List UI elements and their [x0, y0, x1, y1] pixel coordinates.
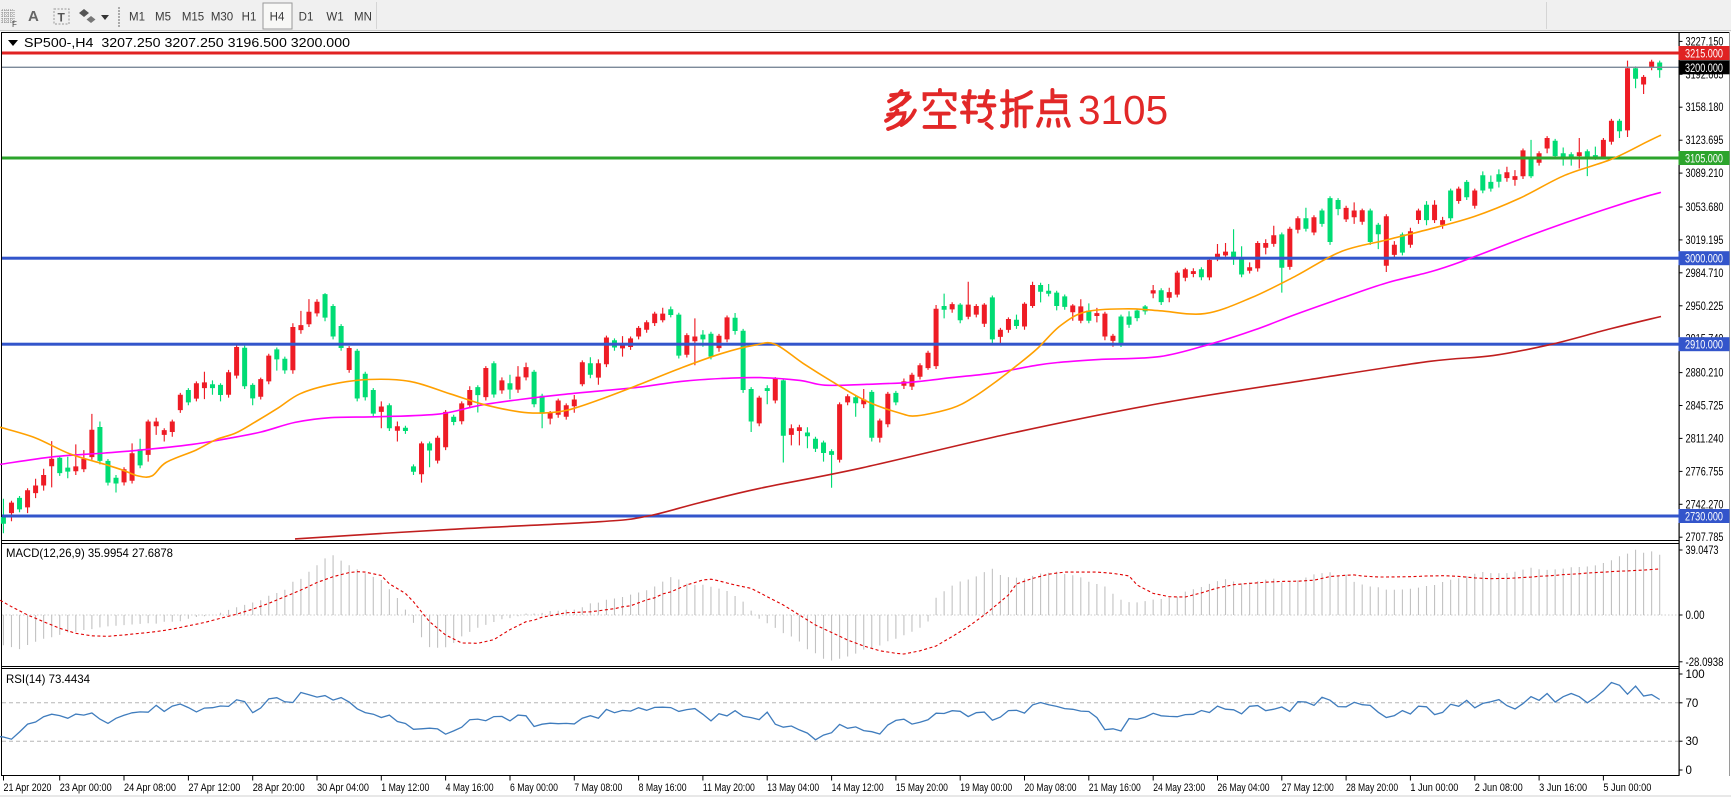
svg-text:11 May 20:00: 11 May 20:00	[703, 782, 755, 794]
svg-text:3200.000: 3200.000	[1685, 63, 1723, 75]
svg-text:3215.000: 3215.000	[1685, 49, 1723, 61]
svg-text:-28.0938: -28.0938	[1686, 657, 1724, 669]
svg-text:2950.225: 2950.225	[1686, 301, 1724, 313]
svg-text:3019.195: 3019.195	[1686, 235, 1724, 247]
svg-text:MACD(12,26,9) 35.9954 27.6878: MACD(12,26,9) 35.9954 27.6878	[6, 546, 173, 560]
svg-text:1 May 12:00: 1 May 12:00	[381, 782, 429, 794]
svg-text:14 May 12:00: 14 May 12:00	[832, 782, 884, 794]
svg-text:23 Apr 00:00: 23 Apr 00:00	[60, 782, 112, 794]
svg-text:M1: M1	[129, 12, 145, 24]
svg-text:3105.000: 3105.000	[1685, 154, 1723, 166]
svg-text:MN: MN	[354, 12, 372, 24]
svg-text:21 May 16:00: 21 May 16:00	[1089, 782, 1141, 794]
svg-text:6 May 00:00: 6 May 00:00	[510, 782, 558, 794]
svg-text:100: 100	[1686, 669, 1705, 681]
svg-text:8 May 16:00: 8 May 16:00	[639, 782, 687, 794]
svg-text:F: F	[12, 20, 17, 29]
svg-text:A: A	[28, 8, 39, 25]
svg-text:SP500-,H4 3207.250 3207.250 3: SP500-,H4 3207.250 3207.250 3196.500 320…	[24, 35, 350, 50]
svg-text:20 May 08:00: 20 May 08:00	[1025, 782, 1077, 794]
svg-text:3 Jun 16:00: 3 Jun 16:00	[1539, 782, 1587, 794]
svg-text:3123.695: 3123.695	[1686, 135, 1724, 147]
svg-text:27 Apr 12:00: 27 Apr 12:00	[188, 782, 240, 794]
svg-text:3000.000: 3000.000	[1685, 254, 1723, 266]
svg-text:0: 0	[1686, 765, 1692, 777]
svg-text:2880.210: 2880.210	[1686, 368, 1724, 380]
svg-text:3158.180: 3158.180	[1686, 102, 1724, 114]
svg-text:2742.270: 2742.270	[1686, 499, 1724, 511]
svg-text:3227.150: 3227.150	[1686, 36, 1724, 48]
svg-text:24 Apr 08:00: 24 Apr 08:00	[124, 782, 176, 794]
svg-text:RSI(14) 73.4434: RSI(14) 73.4434	[6, 672, 90, 686]
svg-text:4 May 16:00: 4 May 16:00	[446, 782, 494, 794]
svg-text:13 May 04:00: 13 May 04:00	[767, 782, 819, 794]
svg-text:M5: M5	[155, 12, 171, 24]
svg-text:30 Apr 04:00: 30 Apr 04:00	[317, 782, 369, 794]
svg-text:27 May 12:00: 27 May 12:00	[1282, 782, 1334, 794]
svg-text:M15: M15	[182, 12, 204, 24]
svg-text:2707.785: 2707.785	[1686, 532, 1724, 544]
svg-text:2984.710: 2984.710	[1686, 268, 1724, 280]
svg-text:1 Jun 00:00: 1 Jun 00:00	[1410, 782, 1458, 794]
svg-text:26 May 04:00: 26 May 04:00	[1218, 782, 1270, 794]
svg-text:W1: W1	[326, 12, 343, 24]
svg-text:28 Apr 20:00: 28 Apr 20:00	[253, 782, 305, 794]
svg-text:D1: D1	[299, 12, 314, 24]
svg-text:28 May 20:00: 28 May 20:00	[1346, 782, 1398, 794]
svg-text:H4: H4	[270, 12, 285, 24]
svg-text:3105: 3105	[1078, 87, 1168, 133]
svg-text:0.00: 0.00	[1686, 610, 1705, 622]
svg-text:T: T	[58, 11, 66, 25]
svg-text:30: 30	[1686, 736, 1699, 748]
svg-text:15 May 20:00: 15 May 20:00	[896, 782, 948, 794]
svg-text:3089.210: 3089.210	[1686, 168, 1724, 180]
svg-text:2730.000: 2730.000	[1685, 512, 1723, 524]
svg-text:2776.755: 2776.755	[1686, 466, 1724, 478]
svg-text:7 May 08:00: 7 May 08:00	[574, 782, 622, 794]
svg-text:5 Jun 00:00: 5 Jun 00:00	[1603, 782, 1651, 794]
svg-text:M30: M30	[211, 12, 233, 24]
svg-text:21 Apr 2020: 21 Apr 2020	[4, 782, 52, 794]
svg-text:2811.240: 2811.240	[1686, 433, 1724, 445]
svg-text:70: 70	[1686, 698, 1699, 710]
svg-text:H1: H1	[242, 12, 257, 24]
svg-text:2910.000: 2910.000	[1685, 340, 1723, 352]
svg-text:2845.725: 2845.725	[1686, 401, 1724, 413]
svg-text:3053.680: 3053.680	[1686, 202, 1724, 214]
svg-text:39.0473: 39.0473	[1686, 545, 1719, 557]
svg-text:2 Jun 08:00: 2 Jun 08:00	[1475, 782, 1523, 794]
svg-text:24 May 23:00: 24 May 23:00	[1153, 782, 1205, 794]
svg-text:19 May 00:00: 19 May 00:00	[960, 782, 1012, 794]
